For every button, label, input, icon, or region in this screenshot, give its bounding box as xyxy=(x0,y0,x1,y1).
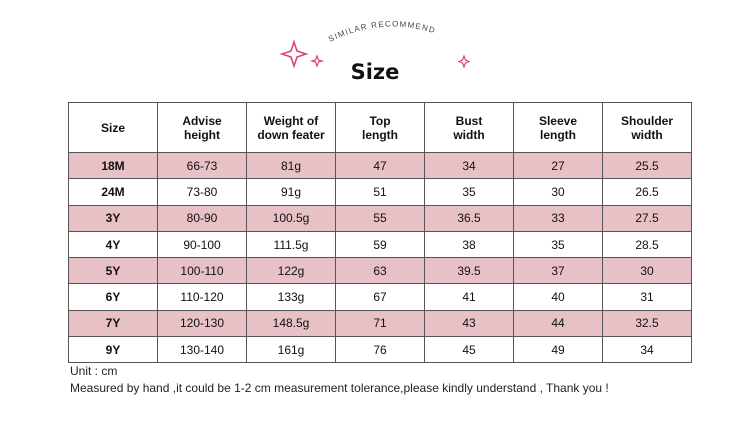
table-cell: 35 xyxy=(424,178,514,206)
table-cell: 81g xyxy=(246,151,336,180)
header-cell: Shoulder width xyxy=(602,102,692,153)
table-cell: 30 xyxy=(602,257,692,285)
table-cell: 6Y xyxy=(68,283,158,311)
table-cell: 148.5g xyxy=(246,309,336,338)
table-cell: 76 xyxy=(335,336,425,364)
table-cell: 30 xyxy=(513,178,603,206)
table-row: 4Y 90-100 111.5g 59 38 35 28.5 xyxy=(68,230,692,259)
table-cell: 43 xyxy=(424,309,514,338)
title: Size xyxy=(350,60,400,84)
table-cell: 27 xyxy=(513,151,603,180)
tagline-path: SIMILAR RECOMMEND xyxy=(327,19,436,43)
tagline: SIMILAR RECOMMEND xyxy=(327,19,437,43)
unit-note: Unit : cm xyxy=(70,364,118,378)
table-cell: 51 xyxy=(335,178,425,206)
table-row: 6Y 110-120 133g 67 41 40 31 xyxy=(68,283,692,311)
table-cell: 100.5g xyxy=(246,204,336,232)
header-cell: Size xyxy=(68,102,158,153)
table-cell: 4Y xyxy=(68,230,158,259)
table-cell: 47 xyxy=(335,151,425,180)
table-cell: 67 xyxy=(335,283,425,311)
table-cell: 73-80 xyxy=(157,178,247,206)
table-cell: 90-100 xyxy=(157,230,247,259)
header-cell: Bust width xyxy=(424,102,514,153)
table-cell: 110-120 xyxy=(157,283,247,311)
table-cell: 36.5 xyxy=(424,204,514,232)
table-cell: 34 xyxy=(602,336,692,364)
table-cell: 63 xyxy=(335,257,425,285)
sparkle xyxy=(457,54,471,69)
header-cell: Sleeve length xyxy=(513,102,603,153)
decoration: SIMILAR RECOMMEND xyxy=(279,19,471,69)
table-cell: 161g xyxy=(246,336,336,364)
table-cell: 18M xyxy=(68,151,158,180)
table-cell: 80-90 xyxy=(157,204,247,232)
table-cell: 28.5 xyxy=(602,230,692,259)
table-cell: 111.5g xyxy=(246,230,336,259)
table-cell: 35 xyxy=(513,230,603,259)
table-cell: 40 xyxy=(513,283,603,311)
table-cell: 71 xyxy=(335,309,425,338)
size-table: Size Advise height Weight of down feater To… xyxy=(68,102,692,364)
table-cell: 26.5 xyxy=(602,178,692,206)
table-cell: 34 xyxy=(424,151,514,180)
table-cell: 25.5 xyxy=(602,151,692,180)
table-cell: 39.5 xyxy=(424,257,514,285)
table-cell: 55 xyxy=(335,204,425,232)
header-row: Size Advise height Weight of down feater To… xyxy=(68,102,692,153)
table-cell: 133g xyxy=(246,283,336,311)
table-cell: 31 xyxy=(602,283,692,311)
table-cell: 3Y xyxy=(68,204,158,232)
table-cell: 7Y xyxy=(68,309,158,338)
table-cell: 59 xyxy=(335,230,425,259)
header-cell: Top length xyxy=(335,102,425,153)
table-cell: 66-73 xyxy=(157,151,247,180)
table-cell: 44 xyxy=(513,309,603,338)
table-cell: 49 xyxy=(513,336,603,364)
table-cell: 120-130 xyxy=(157,309,247,338)
table-cell: 100-110 xyxy=(157,257,247,285)
table-row: 5Y 100-110 122g 63 39.5 37 30 xyxy=(68,257,692,285)
table-cell: 37 xyxy=(513,257,603,285)
table-cell: 38 xyxy=(424,230,514,259)
tolerance-note: Measured by hand ,it could be 1-2 cm mea… xyxy=(70,381,609,395)
table-cell: 24M xyxy=(68,178,158,206)
header-cell: Weight of down feater xyxy=(246,102,336,153)
table-cell: 122g xyxy=(246,257,336,285)
table-cell: 45 xyxy=(424,336,514,364)
table-cell: 33 xyxy=(513,204,603,232)
table-row: 9Y 130-140 161g 76 45 49 34 xyxy=(68,336,692,364)
sparkle xyxy=(279,39,309,69)
table-cell: 130-140 xyxy=(157,336,247,364)
table-cell: 5Y xyxy=(68,257,158,285)
table-cell: 27.5 xyxy=(602,204,692,232)
table-row: 18M 66-73 81g 47 34 27 25.5 xyxy=(68,151,692,180)
table-cell: 32.5 xyxy=(602,309,692,338)
table-cell: 9Y xyxy=(68,336,158,364)
table-cell: 91g xyxy=(246,178,336,206)
table-row: 24M 73-80 91g 51 35 30 26.5 xyxy=(68,178,692,206)
sparkle xyxy=(309,54,325,68)
table-row: 3Y 80-90 100.5g 55 36.5 33 27.5 xyxy=(68,204,692,232)
table-row: 7Y 120-130 148.5g 71 43 44 32.5 xyxy=(68,309,692,338)
header-cell: Advise height xyxy=(157,102,247,153)
table-cell: 41 xyxy=(424,283,514,311)
